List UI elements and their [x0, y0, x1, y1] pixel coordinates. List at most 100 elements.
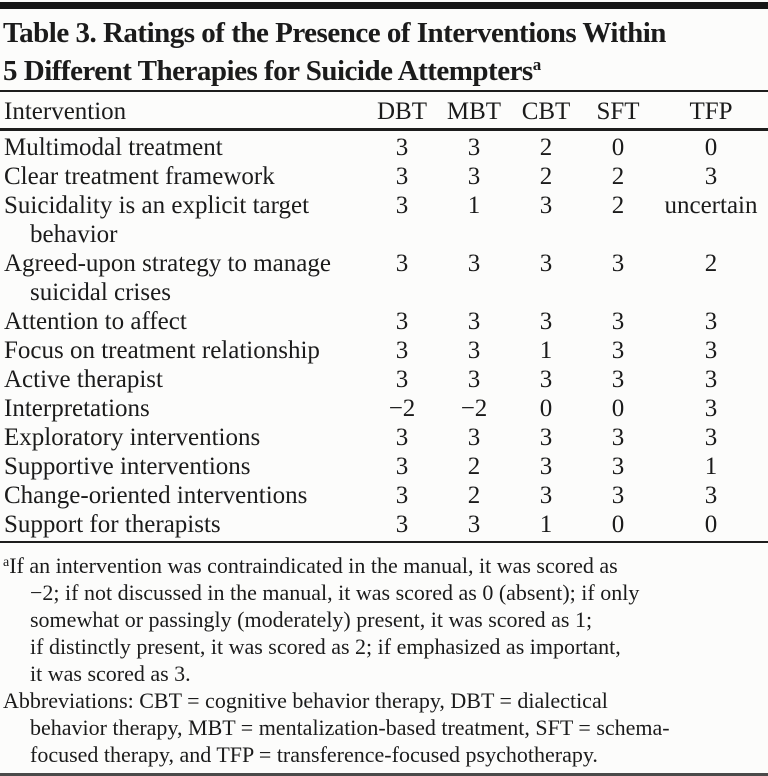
intervention-label: Active therapist [4, 366, 163, 393]
rating-cell: 2 [467, 453, 481, 480]
rating-cell: 3 [539, 192, 553, 219]
footnote-text: If an intervention was contraindicated i… [9, 553, 618, 578]
table-row: Multimodal treatment 3 3 2 0 0 [0, 130, 768, 163]
rating-cell: 3 [539, 424, 553, 451]
abbreviations-line: Abbreviations: CBT = cognitive behavior … [3, 688, 608, 713]
rating-cell: 3 [395, 337, 409, 364]
intervention-cell: Suicidality is an explicit target behavio… [0, 191, 366, 249]
rating-cell: 3 [395, 250, 409, 277]
table-row: Attention to affect 3 3 3 3 3 [0, 307, 768, 336]
rating-cell: 2 [467, 482, 481, 509]
rating-cell: 3 [395, 366, 409, 393]
table-title-line1: Table 3. Ratings of the Presence of Inte… [3, 17, 666, 49]
rating-cell: 0 [611, 134, 625, 161]
rating-cell: 3 [611, 366, 625, 393]
rating-cell: 3 [539, 250, 553, 277]
rating-cell: 3 [704, 308, 718, 335]
table-row: Exploratory interventions 3 3 3 3 3 [0, 423, 768, 452]
rating-cell: uncertain [664, 192, 758, 219]
rating-cell: 0 [611, 395, 625, 422]
footnote-a-line: −2; if not discussed in the manual, it w… [30, 580, 640, 605]
rating-cell: 3 [395, 134, 409, 161]
rating-cell: 2 [611, 192, 625, 219]
table-row: Change-oriented interventions 3 2 3 3 3 [0, 481, 768, 510]
intervention-label: Multimodal treatment [4, 134, 223, 161]
rating-cell: 3 [539, 308, 553, 335]
footnote-a-line: somewhat or passingly (moderately) prese… [30, 607, 593, 632]
table-row: Suicidality is an explicit target behavio… [0, 191, 768, 249]
rating-cell: 3 [467, 366, 481, 393]
rating-cell: 0 [704, 134, 718, 161]
rating-cell: 1 [539, 511, 553, 538]
rating-cell: 0 [611, 511, 625, 538]
rating-cell: 3 [395, 192, 409, 219]
intervention-cell: Clear treatment framework [0, 162, 366, 191]
intervention-cell: Active therapist [0, 365, 366, 394]
table-title-line2: 5 Different Therapies for Suicide Attemp… [3, 49, 766, 87]
intervention-label: Clear treatment framework [4, 163, 275, 190]
table-row: Active therapist 3 3 3 3 3 [0, 365, 768, 394]
rating-cell: 3 [395, 511, 409, 538]
rating-cell: 3 [611, 424, 625, 451]
rating-cell: 3 [395, 482, 409, 509]
intervention-label: Supportive interventions [4, 453, 251, 480]
rating-cell: 3 [467, 337, 481, 364]
column-header-mbt: MBT [438, 92, 510, 131]
rating-cell: 3 [704, 163, 718, 190]
top-rule [0, 2, 768, 9]
abbreviations-line: focused therapy, and TFP = transference-… [30, 742, 598, 767]
intervention-label: Agreed-upon strategy to manage [4, 250, 331, 277]
rating-cell: 3 [704, 366, 718, 393]
rating-cell: 0 [704, 511, 718, 538]
column-header-cbt: CBT [510, 92, 582, 131]
title-divider-rule [0, 90, 768, 92]
intervention-label: Interpretations [4, 395, 150, 422]
rating-cell: 3 [704, 482, 718, 509]
rating-cell: 3 [704, 424, 718, 451]
rating-cell: 3 [467, 134, 481, 161]
rating-cell: 1 [539, 337, 553, 364]
intervention-label: Focus on treatment relationship [4, 337, 320, 364]
table-row: Supportive interventions 3 2 3 3 1 [0, 452, 768, 481]
footnote-marker: a [3, 555, 10, 570]
rating-cell: 0 [539, 395, 553, 422]
intervention-cell: Interpretations [0, 394, 366, 423]
table-row: Support for therapists 3 3 1 0 0 [0, 510, 768, 542]
ratings-table: Intervention DBT MBT CBT SFT TFP Multimo… [0, 92, 768, 543]
title-footnote-marker: a [532, 55, 542, 74]
intervention-cell: Agreed-upon strategy to manage suicidal c… [0, 249, 366, 307]
rating-cell: 3 [704, 395, 718, 422]
intervention-label: Suicidality is an explicit target [4, 192, 310, 219]
table-footnotes: aIf an intervention was contraindicated … [0, 543, 768, 772]
rating-cell: 3 [611, 250, 625, 277]
intervention-cell: Supportive interventions [0, 452, 366, 481]
intervention-cell: Multimodal treatment [0, 130, 366, 163]
intervention-label: Support for therapists [4, 511, 221, 538]
rating-cell: 3 [395, 163, 409, 190]
intervention-cell: Exploratory interventions [0, 423, 366, 452]
rating-cell: −2 [388, 395, 416, 422]
table-row: Interpretations −2 −2 0 0 3 [0, 394, 768, 423]
intervention-cell: Attention to affect [0, 307, 366, 336]
table-row: Clear treatment framework 3 3 2 2 3 [0, 162, 768, 191]
rating-cell: 3 [395, 453, 409, 480]
footnote-a-line: it was scored as 3. [30, 661, 191, 686]
abbreviations-line: behavior therapy, MBT = mentalization-ba… [30, 715, 670, 740]
rating-cell: 3 [611, 308, 625, 335]
footnote-a-line: if distinctly present, it was scored as … [30, 634, 621, 659]
intervention-cell: Support for therapists [0, 510, 366, 542]
table-title: Table 3. Ratings of the Presence of Inte… [0, 9, 768, 90]
intervention-label: Attention to affect [4, 308, 187, 335]
table-title-line2-text: 5 Different Therapies for Suicide Attemp… [3, 55, 533, 87]
header-row: Intervention DBT MBT CBT SFT TFP [0, 92, 768, 131]
table-row: Focus on treatment relationship 3 3 1 3 … [0, 336, 768, 365]
rating-cell: −2 [460, 395, 488, 422]
intervention-label: Exploratory interventions [4, 424, 261, 451]
rating-cell: 3 [467, 424, 481, 451]
rating-cell: 1 [467, 192, 481, 219]
footnote-a-line: aIf an intervention was contraindicated … [3, 549, 766, 579]
intervention-cell: Focus on treatment relationship [0, 336, 366, 365]
rating-cell: 3 [611, 453, 625, 480]
column-header-dbt: DBT [366, 92, 438, 131]
